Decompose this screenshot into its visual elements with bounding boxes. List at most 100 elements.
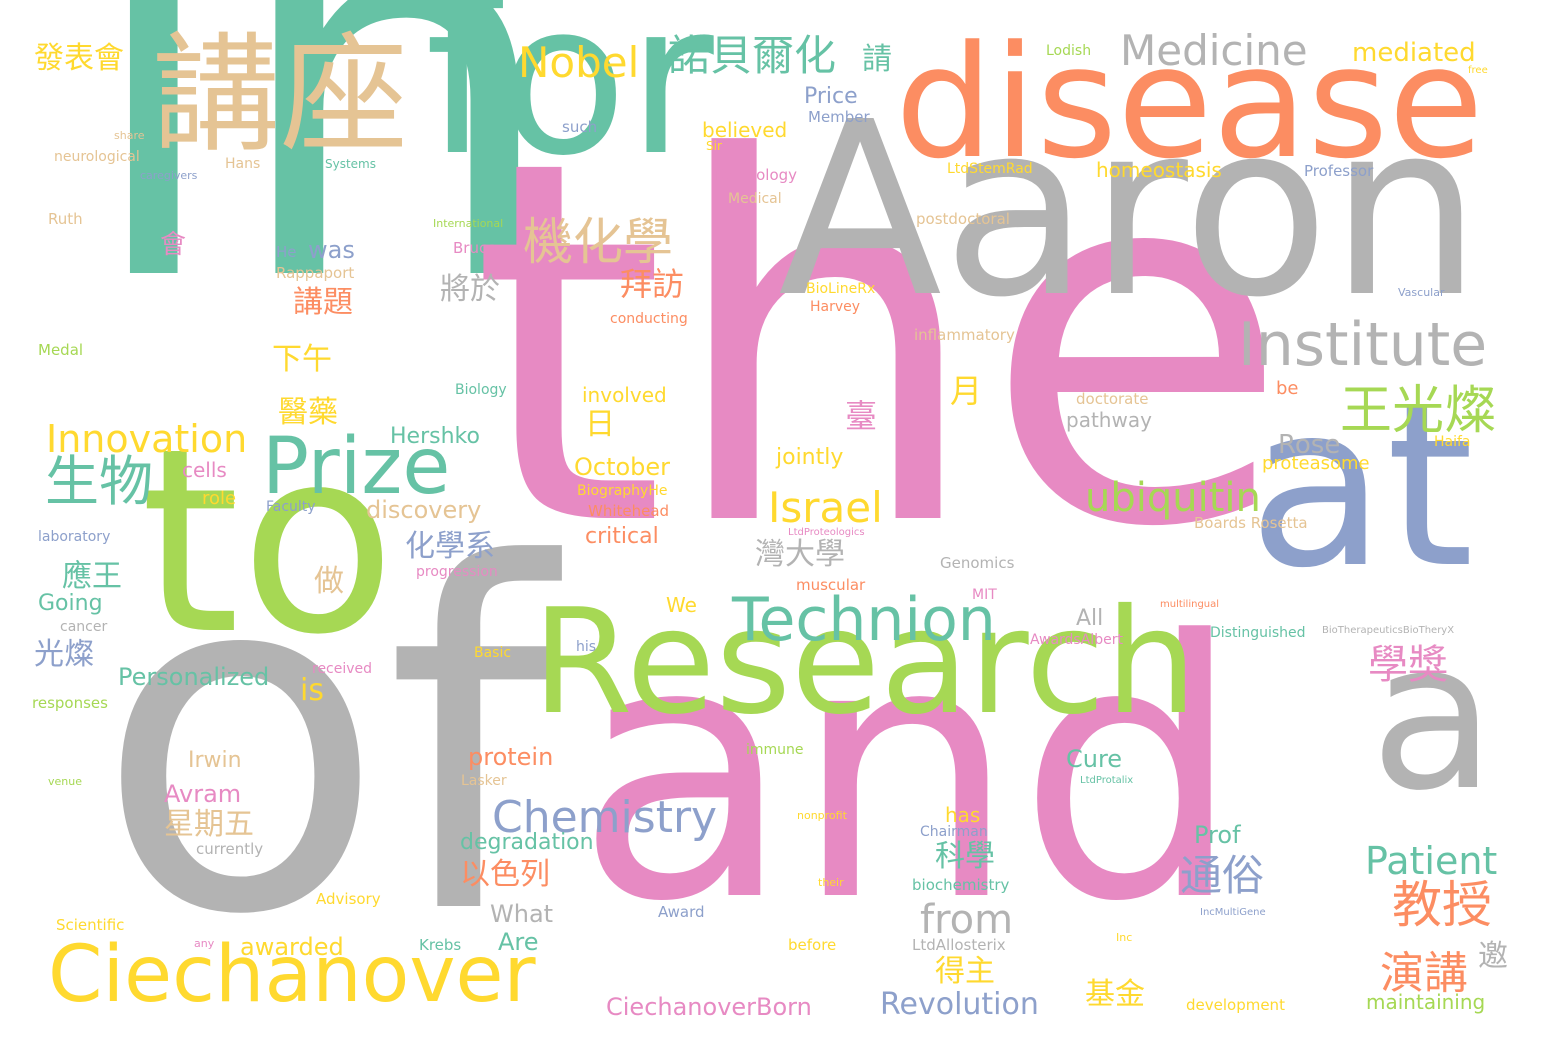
word-scientific: Scientific — [56, 916, 125, 934]
word-krebs: Krebs — [419, 936, 462, 954]
word-dezhu: 得主 — [935, 954, 995, 989]
word-cells: cells — [182, 458, 227, 482]
word-postdoctoral: postdoctoral — [916, 210, 1010, 228]
word-all: All — [1076, 606, 1104, 631]
word-proteasome: proteasome — [1262, 453, 1370, 474]
word-multilingual: multilingual — [1160, 599, 1220, 610]
word-homeostasis: homeostasis — [1096, 158, 1222, 182]
word-albert: Albert — [1080, 632, 1123, 648]
word-aaron: Aaron — [778, 70, 1482, 350]
word-technion: Technion — [732, 585, 996, 655]
word-ltdprotalix: LtdProtalix — [1080, 775, 1134, 786]
word-xiawu: 下午 — [272, 342, 332, 377]
word-yanjiang: 演講 — [1380, 948, 1468, 999]
word-biochemistry: biochemistry — [912, 876, 1010, 894]
word-boards-rosetta: Boards Rosetta — [1194, 516, 1308, 531]
word-mediated: mediated — [1352, 38, 1476, 68]
word-boards: Boards — [1194, 514, 1246, 532]
word-share: share — [114, 129, 145, 142]
word-fabiaohui: 發表會 — [34, 41, 124, 76]
word-laboratory: laboratory — [38, 529, 111, 545]
word-biographyhe: BiographyHe — [577, 483, 668, 499]
word-jijin: 基金 — [1085, 977, 1145, 1012]
word-he: He — [276, 243, 297, 261]
word-whitehead: Whitehead — [588, 502, 670, 520]
word-tai: 臺 — [845, 397, 878, 435]
word-lasker: Lasker — [461, 773, 507, 789]
word-critical: critical — [585, 524, 659, 549]
word-medical: Medical — [728, 191, 782, 207]
word-ltdproteologics: LtdProteologics — [788, 527, 865, 538]
word-his: his — [576, 639, 597, 655]
word-degradation: degradation — [460, 830, 594, 855]
word-is: is — [300, 673, 324, 708]
word-irwin: Irwin — [188, 748, 242, 773]
word-are: Are — [498, 928, 539, 956]
word-research: Research — [532, 578, 1198, 747]
word-distinguished: Distinguished — [1210, 625, 1306, 641]
word-systems: Systems — [325, 157, 376, 171]
word-international: International — [433, 217, 504, 230]
word-ciechanover: Ciechanover — [48, 930, 536, 1020]
word-a: a — [1370, 598, 1496, 836]
word-zuo: 做 — [314, 564, 344, 599]
word-chemistry: Chemistry — [492, 792, 718, 843]
word-nonprofit: nonprofit — [797, 809, 847, 822]
word-biotherapeutics-biotheryx: BioTherapeuticsBioTheryX — [1322, 626, 1454, 636]
word-jihuaxue: 機化學 — [523, 213, 673, 271]
word-cancer: cancer — [60, 619, 108, 635]
word-has: has — [945, 803, 981, 827]
word-harvey: Harvey — [810, 299, 861, 315]
word-kexue: 科學 — [935, 839, 995, 874]
word-immune: immune — [746, 742, 804, 758]
word-faculty: Faculty — [266, 499, 316, 515]
word-price: Price — [804, 84, 858, 109]
word-medicine: Medicine — [1120, 26, 1308, 75]
word-award: Award — [658, 903, 705, 921]
word-the: the — [470, 54, 1291, 636]
word-rappaport: Rappaport — [276, 264, 355, 282]
word-jiangzuo: 講座 — [152, 21, 409, 170]
word-such: such — [562, 118, 598, 136]
word-conducting: conducting — [610, 311, 688, 327]
word-innovation: Innovation — [46, 417, 248, 461]
word-revolution: Revolution — [880, 987, 1039, 1022]
word-institute: Institute — [1238, 310, 1488, 380]
word-role: role — [202, 488, 237, 509]
word-avram: Avram — [164, 780, 242, 808]
word-discovery: discovery — [366, 496, 482, 524]
word-advisory: Advisory — [316, 890, 381, 908]
word-maintaining: maintaining — [1366, 990, 1486, 1014]
word-we: We — [666, 593, 697, 617]
word-rose: Rose — [1278, 430, 1341, 460]
word-biolinerx: BioLineRx — [806, 281, 876, 297]
word-bruce: Bruce — [453, 239, 497, 257]
word-personalized: Personalized — [118, 663, 270, 691]
word-jiangti: 講題 — [293, 285, 353, 320]
word-medal: Medal — [38, 341, 84, 359]
word-baifang: 拜訪 — [620, 265, 685, 303]
word-hui: 會 — [160, 230, 187, 260]
word-jiangyu: 將於 — [440, 272, 500, 307]
word-caregivers: caregivers — [140, 169, 198, 182]
word-protein: protein — [468, 743, 554, 771]
word-be: be — [1276, 378, 1299, 399]
word-genomics: Genomics — [940, 554, 1015, 572]
word-and: and — [575, 565, 1243, 979]
word-israel: Israel — [768, 483, 883, 532]
word-going: Going — [38, 591, 103, 616]
word-to: to — [140, 394, 396, 691]
word-ltdstemrad: LtdStemRad — [947, 161, 1033, 177]
word-basic: Basic — [474, 645, 512, 661]
word-before: before — [788, 936, 837, 954]
word-currently: currently — [196, 840, 264, 858]
word-pathway: pathway — [1066, 408, 1152, 432]
word-biotherapeutics: BioTherapeutics — [1322, 625, 1403, 636]
word-free: free — [1468, 65, 1488, 76]
word-lodish: Lodish — [1046, 43, 1092, 59]
word-tongsu: 通俗 — [1180, 851, 1265, 900]
word-jointly: jointly — [776, 445, 844, 470]
word-nobel-chem: 諾貝爾化 — [668, 31, 837, 80]
word-chairman: Chairman — [920, 824, 988, 840]
